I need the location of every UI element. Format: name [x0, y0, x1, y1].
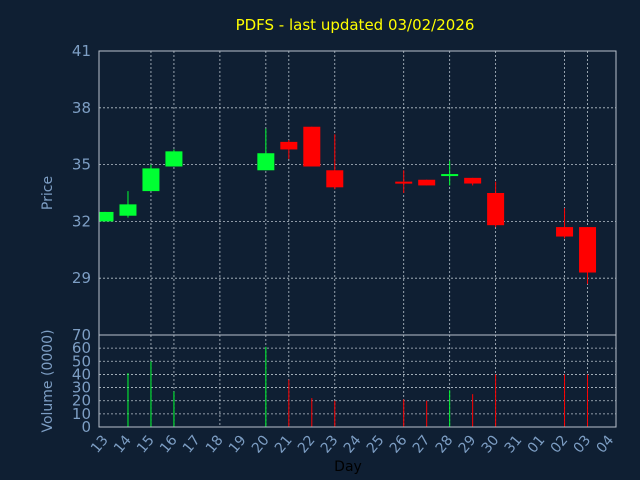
candle-body [395, 181, 413, 184]
price-grid [99, 50, 616, 335]
x-tick-label: 21 [272, 432, 296, 456]
price-y-tick: 32 [72, 212, 91, 230]
candle-body [579, 227, 597, 273]
x-tick-label: 19 [226, 432, 250, 456]
chart-title: PDFS - last updated 03/02/2026 [236, 16, 475, 34]
price-y-tick: 35 [72, 156, 91, 174]
candle-body [556, 227, 574, 237]
volume-y-tick: 30 [72, 379, 91, 397]
price-axis-label: Price [40, 176, 56, 210]
x-tick-label: 03 [571, 432, 595, 456]
x-tick-label: 17 [180, 432, 204, 456]
candle-body [99, 211, 114, 222]
x-tick-label: 22 [295, 432, 319, 456]
x-tick-label: 25 [364, 432, 388, 456]
x-tick-label: 04 [594, 432, 618, 456]
x-tick-label: 29 [456, 432, 480, 456]
x-axis-label: Day [334, 459, 362, 475]
price-y-tick: 41 [72, 42, 91, 60]
x-tick-label: 23 [318, 432, 342, 456]
candle-body [487, 193, 505, 226]
volume-y-tick: 10 [72, 405, 91, 423]
x-tick-label: 16 [157, 432, 181, 456]
x-tick-label: 20 [249, 432, 273, 456]
candle-body [280, 141, 298, 150]
volume-axis-label: Volume (0000) [40, 329, 56, 432]
candle-body [418, 179, 436, 186]
x-tick-label: 24 [341, 432, 365, 456]
volume-panel-frame [98, 334, 617, 428]
candle-body [441, 174, 459, 177]
x-tick-label: 01 [525, 432, 549, 456]
x-tick-label: 28 [433, 432, 457, 456]
x-tick-label: 14 [111, 432, 135, 456]
x-tick-label: 02 [548, 432, 572, 456]
candle-body [464, 177, 482, 184]
candle-body [142, 168, 160, 192]
volume-y-tick: 20 [72, 392, 91, 410]
candle-body [165, 151, 183, 167]
price-candles [99, 126, 597, 284]
candle-body [257, 153, 275, 171]
volume-bars [127, 346, 589, 427]
price-panel-frame [98, 50, 617, 336]
volume-y-tick: 70 [72, 326, 91, 344]
price-y-ticks: 41 38 35 32 29 [72, 42, 91, 287]
x-tick-label: 13 [88, 432, 112, 456]
x-tick-label: 30 [479, 432, 503, 456]
x-tick-label: 18 [203, 432, 227, 456]
volume-y-tick: 60 [72, 339, 91, 357]
price-y-tick: 29 [72, 269, 91, 287]
x-tick-label: 27 [410, 432, 434, 456]
candle-body [303, 126, 321, 167]
candle-body [119, 204, 137, 216]
price-y-tick: 38 [72, 99, 91, 117]
x-tick-label: 26 [387, 432, 411, 456]
volume-y-tick: 0 [81, 418, 91, 436]
x-tick-label: 31 [502, 432, 526, 456]
x-tick-labels: 13 14 15 16 17 18 19 20 21 22 23 24 25 26 27 28 29 30 31 01… [88, 432, 617, 456]
volume-y-tick: 40 [72, 365, 91, 383]
candle-body [326, 170, 344, 188]
volume-grid [99, 334, 616, 428]
x-tick-label: 15 [134, 432, 158, 456]
volume-y-tick: 50 [72, 352, 91, 370]
